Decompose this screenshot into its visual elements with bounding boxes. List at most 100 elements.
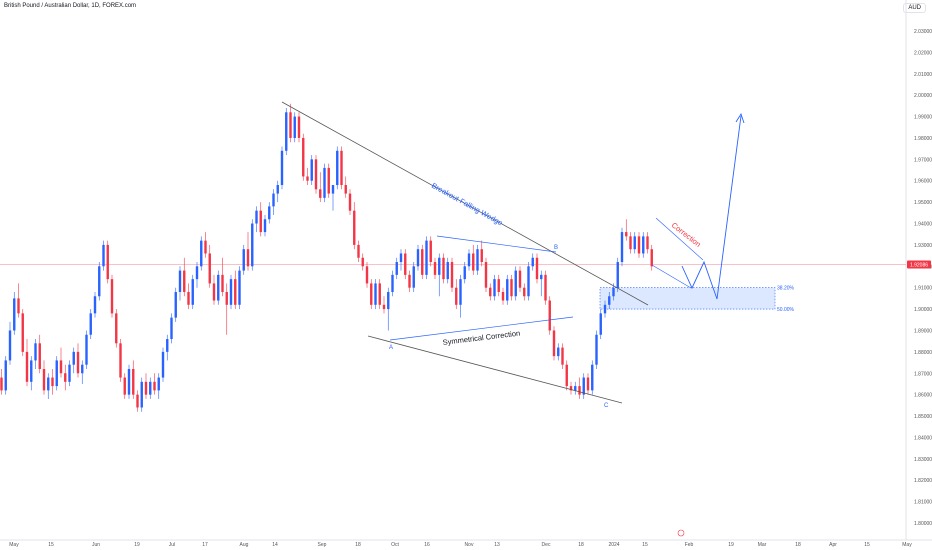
x-tick-label: 18	[355, 542, 361, 548]
y-tick-label: 1.95000	[914, 200, 932, 206]
candle-body	[510, 279, 513, 297]
candle-body	[242, 249, 245, 271]
candle-body	[302, 137, 305, 177]
candle-body	[450, 262, 454, 288]
candle-body	[476, 249, 479, 271]
wedge-label: Breakout Falling Wedge	[430, 181, 504, 228]
candle-body	[646, 236, 649, 250]
candle-body	[191, 279, 194, 305]
candle-body	[412, 266, 415, 288]
candle-body	[501, 291, 505, 301]
candle-body	[102, 244, 105, 267]
candle-body	[416, 249, 420, 267]
candle-body	[59, 360, 63, 374]
candle-body	[591, 364, 594, 391]
x-tick-label: Sep	[318, 542, 327, 548]
symmetrical-label: Symmetrical Correction	[442, 329, 520, 347]
candle-body	[183, 270, 186, 292]
candle-body	[21, 313, 24, 352]
y-tick-label: 1.97000	[914, 157, 932, 163]
y-tick-label: 1.82000	[914, 478, 932, 484]
candle-body	[38, 343, 41, 369]
candle-body	[144, 381, 148, 395]
projection-arrow-head	[735, 112, 745, 124]
candle-body	[225, 291, 228, 305]
candle-body	[149, 381, 152, 395]
candle-body	[327, 167, 330, 194]
y-tick-label: 1.91000	[914, 286, 932, 292]
x-tick-label: 13	[494, 542, 500, 548]
candle-body	[650, 249, 653, 267]
candle-body	[208, 253, 211, 284]
y-tick-label: 2.01000	[914, 72, 932, 78]
candle-body	[603, 304, 607, 314]
candle-body	[429, 240, 432, 263]
candle-body	[353, 210, 356, 245]
x-tick-label: 15	[642, 542, 648, 548]
candle-body	[370, 283, 373, 305]
candle-body	[55, 360, 58, 387]
candle-body	[238, 270, 241, 305]
candle-body	[76, 351, 80, 374]
y-tick-label: 1.81000	[914, 500, 932, 506]
y-tick-label: 2.00000	[914, 93, 932, 99]
candle-body	[399, 253, 403, 263]
current-price-badge	[907, 260, 931, 269]
x-tick-label: Aug	[240, 542, 249, 548]
candle-body	[98, 266, 101, 297]
candle-body	[119, 343, 122, 378]
candle-body	[127, 368, 131, 395]
candle-body	[480, 249, 483, 263]
candle-body	[442, 257, 445, 280]
candle-body	[221, 274, 224, 292]
candle-body	[331, 185, 335, 194]
candle-body	[123, 377, 126, 395]
candle-body	[620, 232, 624, 263]
candle-body	[586, 377, 590, 391]
y-tick-label: 1.98000	[914, 136, 932, 142]
y-tick-label: 1.89000	[914, 328, 932, 334]
candle-body	[633, 236, 636, 250]
candle-body	[72, 351, 75, 365]
candle-body	[0, 377, 3, 391]
candle-body	[17, 298, 20, 314]
candle-body	[336, 150, 339, 186]
candle-body	[569, 386, 573, 391]
candle-body	[455, 287, 458, 305]
candle-body	[323, 167, 326, 198]
candle-body	[433, 262, 437, 275]
candle-body	[187, 291, 190, 305]
candle-body	[170, 317, 173, 340]
x-tick-label: May	[902, 542, 912, 548]
candle-body	[161, 351, 165, 378]
x-tick-label: 19	[728, 542, 734, 548]
candle-body	[391, 274, 394, 292]
candle-body	[395, 262, 398, 275]
x-tick-label: 15	[48, 542, 54, 548]
candle-body	[340, 150, 343, 186]
candle-body	[132, 368, 135, 395]
candle-body	[612, 287, 615, 297]
candle-body	[565, 364, 568, 387]
candle-body	[642, 236, 645, 254]
x-tick-label: Jun	[92, 542, 100, 548]
candle-body	[561, 347, 564, 365]
candle-body	[153, 381, 156, 391]
candle-body	[608, 296, 611, 305]
candle-body	[195, 266, 199, 280]
candle-body	[51, 377, 54, 387]
candle-body	[497, 279, 500, 292]
candle-body	[438, 257, 441, 275]
candle-body	[514, 270, 517, 297]
y-tick-label: 2.03000	[914, 29, 932, 35]
triangle-upper-line	[436, 235, 557, 253]
x-tick-label: 18	[795, 542, 801, 548]
wedge-lower-line	[367, 335, 623, 404]
candle-body	[93, 296, 97, 314]
fib-500-label: 50.00%	[777, 307, 795, 313]
candle-body	[4, 360, 7, 391]
currency-button[interactable]: AUD	[903, 3, 926, 13]
candle-body	[204, 240, 207, 254]
x-tick-label: 15	[864, 542, 870, 548]
